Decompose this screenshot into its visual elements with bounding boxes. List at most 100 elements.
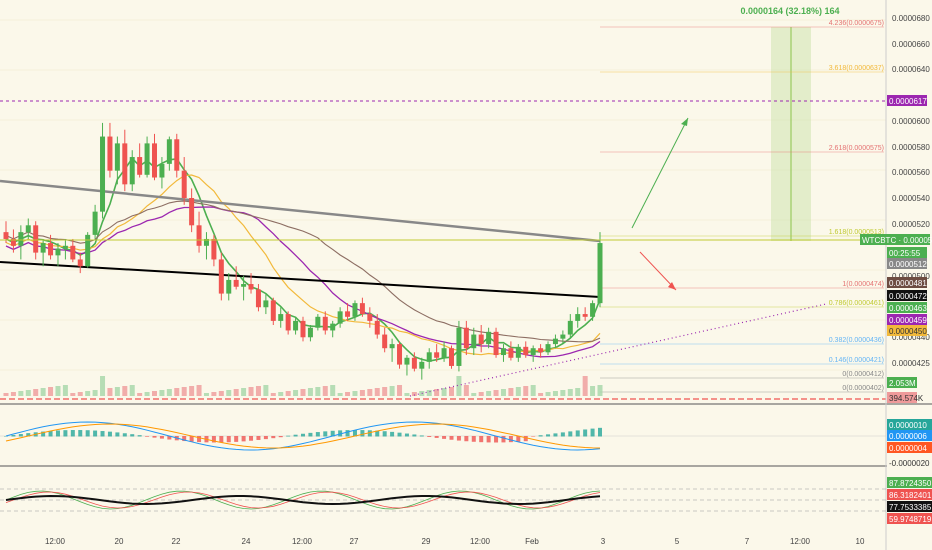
candle-body[interactable] xyxy=(552,338,558,345)
candle-body[interactable] xyxy=(352,303,358,317)
candle-body[interactable] xyxy=(248,284,254,290)
candle-body[interactable] xyxy=(382,334,388,349)
candle-body[interactable] xyxy=(166,139,172,164)
macd-histogram-bar xyxy=(375,430,380,437)
candle-body[interactable] xyxy=(278,314,284,321)
candle-body[interactable] xyxy=(196,225,202,246)
candle-body[interactable] xyxy=(426,352,432,362)
candle-body[interactable] xyxy=(404,357,410,365)
candle-body[interactable] xyxy=(137,157,143,175)
candle-body[interactable] xyxy=(241,284,247,287)
candle-body[interactable] xyxy=(33,225,39,253)
candle-body[interactable] xyxy=(575,314,581,321)
candle-body[interactable] xyxy=(218,259,224,294)
candle-body[interactable] xyxy=(493,331,499,356)
candle-body[interactable] xyxy=(374,320,380,335)
macd-histogram-bar xyxy=(159,436,164,439)
candle-body[interactable] xyxy=(389,344,395,349)
candle-body[interactable] xyxy=(359,303,365,315)
candle-body[interactable] xyxy=(419,361,425,369)
candle-body[interactable] xyxy=(211,238,217,260)
candle-body[interactable] xyxy=(293,320,299,331)
candle-body[interactable] xyxy=(449,348,454,366)
candle-body[interactable] xyxy=(330,323,336,331)
macd-histogram-bar xyxy=(583,429,588,437)
volume-bar xyxy=(582,376,588,396)
candle-body[interactable] xyxy=(55,248,61,256)
volume-bar xyxy=(152,391,157,396)
candle-body[interactable] xyxy=(25,225,31,233)
candle-body[interactable] xyxy=(255,289,261,308)
candle-body[interactable] xyxy=(441,348,447,358)
volume-bar xyxy=(77,392,83,396)
candle-body[interactable] xyxy=(107,136,113,171)
candle-body[interactable] xyxy=(263,300,269,308)
candle-body[interactable] xyxy=(478,334,484,345)
candle-body[interactable] xyxy=(114,143,120,171)
candle-body[interactable] xyxy=(538,348,544,353)
candle-body[interactable] xyxy=(3,232,9,239)
candle-body[interactable] xyxy=(174,139,180,171)
price-axis[interactable]: 0.0000680 0.0000660 0.0000640 0.0000600 0.00… xyxy=(892,14,930,368)
candle-body[interactable] xyxy=(560,334,566,339)
candle-body[interactable] xyxy=(189,198,195,226)
candle-body[interactable] xyxy=(122,143,128,185)
candle-body[interactable] xyxy=(10,238,16,246)
candle-body[interactable] xyxy=(233,279,239,287)
candle-body[interactable] xyxy=(92,211,98,235)
macd-histogram-bar xyxy=(501,436,506,443)
candle-body[interactable] xyxy=(40,243,46,253)
candle-body[interactable] xyxy=(159,163,165,178)
candle-body[interactable] xyxy=(70,245,76,260)
candle-body[interactable] xyxy=(48,243,54,256)
candle-body[interactable] xyxy=(567,320,573,335)
volume-bar xyxy=(560,390,566,396)
macd-histogram-bar xyxy=(271,436,276,439)
candle-body[interactable] xyxy=(515,346,521,358)
price-tag-label: WTCBTC · 0.0000512 xyxy=(862,236,932,245)
candle-body[interactable] xyxy=(530,348,536,356)
candle-body[interactable] xyxy=(434,352,440,358)
candle-body[interactable] xyxy=(62,245,68,249)
candle-body[interactable] xyxy=(397,344,403,365)
price-tag-bg xyxy=(887,325,927,336)
candle-body[interactable] xyxy=(315,316,321,328)
candle-body[interactable] xyxy=(307,327,313,338)
candle-body[interactable] xyxy=(345,311,351,317)
candle-body[interactable] xyxy=(100,136,106,212)
candle-body[interactable] xyxy=(144,143,150,175)
candles-group[interactable] xyxy=(3,122,603,380)
candle-body[interactable] xyxy=(18,232,24,246)
candle-body[interactable] xyxy=(129,157,135,185)
candle-body[interactable] xyxy=(545,344,551,353)
volume-bar xyxy=(92,390,98,396)
candle-body[interactable] xyxy=(508,348,514,358)
candle-body[interactable] xyxy=(300,320,306,338)
time-axis[interactable]: 12:00 20 22 24 12:00 27 29 12:00 Feb 3 5 7 12:00 10 xyxy=(45,537,865,546)
candle-body[interactable] xyxy=(486,331,492,345)
candle-body[interactable] xyxy=(203,238,209,246)
candle-body[interactable] xyxy=(152,143,157,178)
candle-body[interactable] xyxy=(85,234,91,267)
candle-body[interactable] xyxy=(411,357,417,369)
candle-body[interactable] xyxy=(471,334,477,349)
candle-body[interactable] xyxy=(590,303,596,317)
candle-body[interactable] xyxy=(523,346,529,356)
candle-body[interactable] xyxy=(367,314,373,321)
candle-body[interactable] xyxy=(181,170,187,198)
stoch-tag-label: 86.3182401 xyxy=(889,491,932,500)
candle-body[interactable] xyxy=(463,327,469,349)
candle-body[interactable] xyxy=(77,259,83,267)
candle-body[interactable] xyxy=(582,314,588,317)
candle-body[interactable] xyxy=(597,243,603,304)
candle-body[interactable] xyxy=(322,316,328,331)
volume-bar xyxy=(203,393,209,396)
candle-body[interactable] xyxy=(500,348,506,356)
candle-body[interactable] xyxy=(285,314,291,331)
price-tag-bg xyxy=(860,234,930,245)
candle-body[interactable] xyxy=(337,311,343,324)
candle-body[interactable] xyxy=(226,279,232,294)
candle-body[interactable] xyxy=(270,300,276,321)
candle-body[interactable] xyxy=(456,327,462,366)
